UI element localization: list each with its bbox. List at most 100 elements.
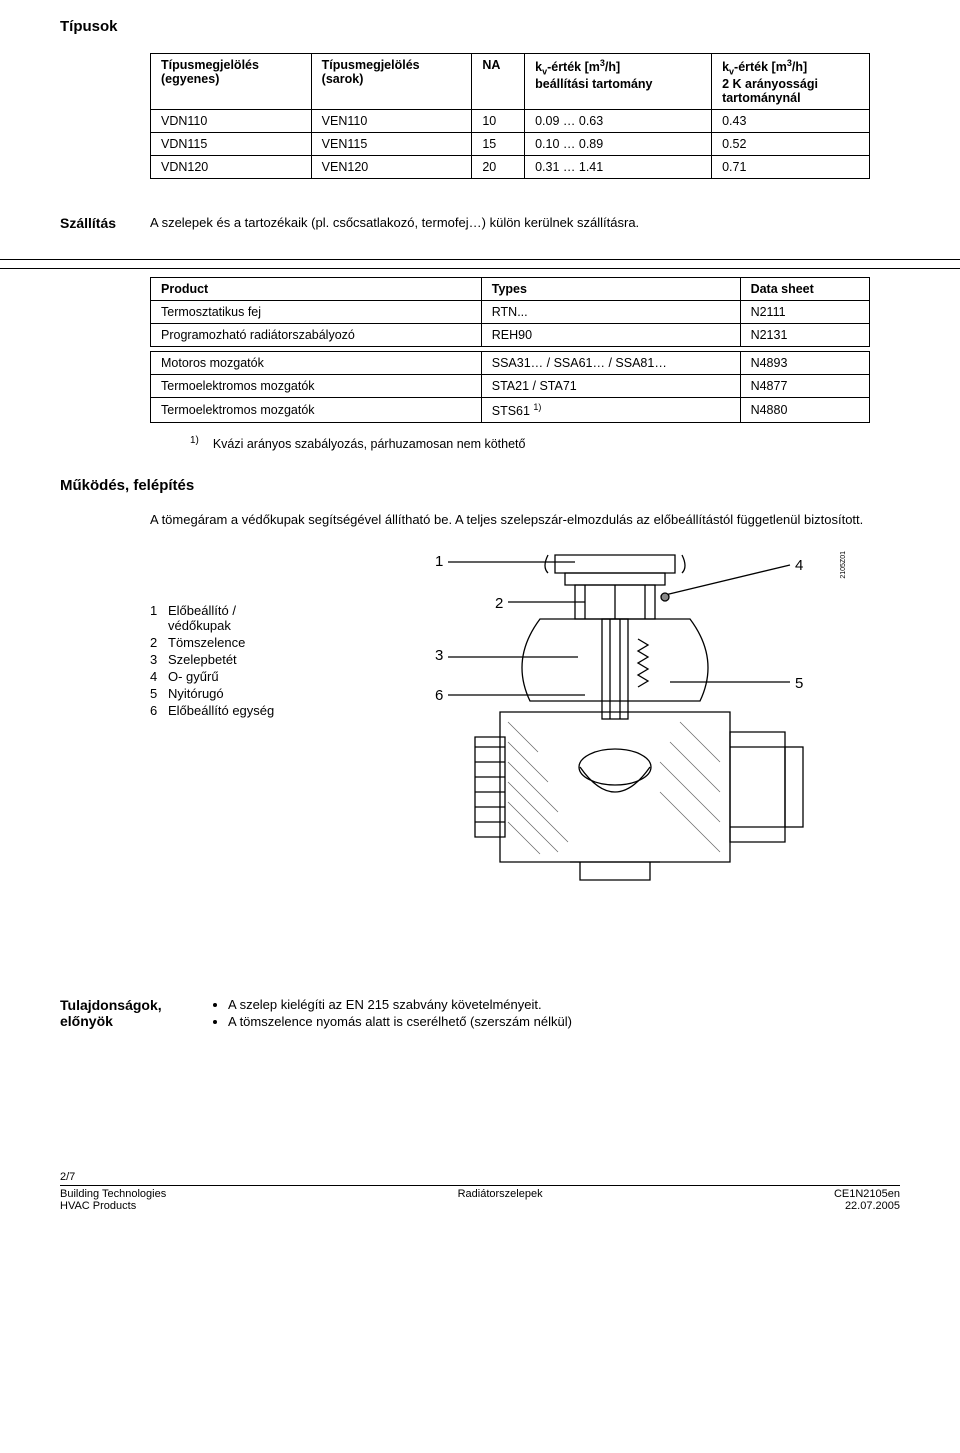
- cell: N4880: [740, 397, 869, 422]
- th-text: -érték [m: [734, 60, 787, 74]
- callout-1: 1: [435, 553, 443, 570]
- cell: 0.10 … 0.89: [525, 132, 712, 155]
- bullet: A tömszelence nyomás alatt is cserélhető…: [228, 1014, 900, 1029]
- th-text: Típusmegjelölés: [161, 58, 259, 72]
- legend-text: Előbeállító /védőkupak: [168, 603, 236, 633]
- cell: REH90: [481, 323, 740, 346]
- cell: STS61 1): [481, 397, 740, 422]
- types-header-col2: Típusmegjelölés (sarok): [311, 54, 472, 110]
- th-text: 2 K arányossági: [722, 77, 818, 91]
- cell-text: STS61: [492, 404, 534, 418]
- legend-text: O- gyűrű: [168, 669, 219, 684]
- footer-r2: 22.07.2005: [834, 1200, 900, 1212]
- cell: N4893: [740, 351, 869, 374]
- cell: 0.71: [712, 155, 870, 178]
- types-header-col1: Típusmegjelölés (egyenes): [151, 54, 312, 110]
- legend-num: 2: [150, 635, 168, 650]
- cell: 0.31 … 1.41: [525, 155, 712, 178]
- cell: N4877: [740, 374, 869, 397]
- product-table-2: Motoros mozgatók SSA31… / SSA61… / SSA81…: [150, 351, 870, 423]
- cell: 15: [472, 132, 525, 155]
- tulajdonsagok-body: A szelep kielégíti az EN 215 szabvány kö…: [210, 997, 900, 1031]
- product-table-1: Product Types Data sheet Termosztatikus …: [150, 277, 870, 347]
- th: Data sheet: [740, 277, 869, 300]
- cell: 0.43: [712, 109, 870, 132]
- types-table: Típusmegjelölés (egyenes) Típusmegjelölé…: [150, 53, 870, 179]
- legend-text: Nyitórugó: [168, 686, 224, 701]
- cell: 0.09 … 0.63: [525, 109, 712, 132]
- cell: N2111: [740, 300, 869, 323]
- footer-pageno: 2/7: [60, 1171, 900, 1183]
- table-row: Programozható radiátorszabályozó REH90 N…: [151, 323, 870, 346]
- valve-svg: [380, 547, 860, 917]
- tulajdonsagok-label: Tulajdonságok,előnyök: [60, 997, 210, 1031]
- cell: STA21 / STA71: [481, 374, 740, 397]
- cell: N2131: [740, 323, 869, 346]
- cell: VEN120: [311, 155, 472, 178]
- cell: VDN115: [151, 132, 312, 155]
- mukodes-text: A tömegáram a védőkupak segítségével áll…: [150, 512, 870, 527]
- footnote-text: Kvázi arányos szabályozás, párhuzamosan …: [213, 437, 526, 451]
- table-row: Motoros mozgatók SSA31… / SSA61… / SSA81…: [151, 351, 870, 374]
- table-row: VDN110 VEN110 10 0.09 … 0.63 0.43: [151, 109, 870, 132]
- th-text: /h]: [792, 60, 807, 74]
- table-row: VDN115 VEN115 15 0.10 … 0.89 0.52: [151, 132, 870, 155]
- th-text: tartománynál: [722, 91, 801, 105]
- th-text: (egyenes): [161, 72, 219, 86]
- types-header-col5: kv-érték [m3/h] 2 K arányossági tartomán…: [712, 54, 870, 110]
- footer: 2/7 Building Technologies HVAC Products …: [60, 1171, 900, 1212]
- th-text: NA: [482, 58, 500, 72]
- types-header-col4: kv-érték [m3/h] beállítási tartomány: [525, 54, 712, 110]
- footnote-sup: 1): [190, 435, 199, 446]
- callout-4: 4: [795, 557, 803, 574]
- footnote: 1) Kvázi arányos szabályozás, párhuzamos…: [190, 435, 900, 451]
- cell: Termosztatikus fej: [151, 300, 482, 323]
- cell: 10: [472, 109, 525, 132]
- legend-num: 4: [150, 669, 168, 684]
- figure-ref: 2105Z01: [840, 551, 847, 579]
- cell: Motoros mozgatók: [151, 351, 482, 374]
- th: Types: [481, 277, 740, 300]
- szallitas-text: A szelepek és a tartozékaik (pl. csőcsat…: [150, 215, 900, 231]
- cell: Programozható radiátorszabályozó: [151, 323, 482, 346]
- th-text: k: [722, 60, 729, 74]
- divider: [0, 268, 960, 269]
- legend-num: 6: [150, 703, 168, 718]
- legend-num: 5: [150, 686, 168, 701]
- cell: Termoelektromos mozgatók: [151, 374, 482, 397]
- table-row: VDN120 VEN120 20 0.31 … 1.41 0.71: [151, 155, 870, 178]
- szallitas-label: Szállítás: [60, 215, 150, 231]
- footer-l2: HVAC Products: [60, 1200, 166, 1212]
- cell-sup: 1): [533, 402, 541, 412]
- legend-num: 3: [150, 652, 168, 667]
- cell: VDN120: [151, 155, 312, 178]
- cell: 0.52: [712, 132, 870, 155]
- cell: SSA31… / SSA61… / SSA81…: [481, 351, 740, 374]
- cell: 20: [472, 155, 525, 178]
- legend: 1Előbeállító /védőkupak 2Tömszelence 3Sz…: [150, 547, 380, 720]
- callout-5: 5: [795, 675, 803, 692]
- callout-3: 3: [435, 647, 443, 664]
- th-text: beállítási tartomány: [535, 77, 652, 91]
- th-text: -érték [m: [547, 60, 600, 74]
- valve-diagram: 1 2 3 4 5 6 2105Z01: [380, 547, 900, 927]
- divider: [0, 259, 960, 260]
- th-text: (sarok): [322, 72, 364, 86]
- bullet: A szelep kielégíti az EN 215 szabvány kö…: [228, 997, 900, 1012]
- legend-text: Előbeállító egység: [168, 703, 274, 718]
- cell: RTN...: [481, 300, 740, 323]
- th: Product: [151, 277, 482, 300]
- callout-6: 6: [435, 687, 443, 704]
- legend-num: 1: [150, 603, 168, 633]
- table-row: Termosztatikus fej RTN... N2111: [151, 300, 870, 323]
- cell: VEN110: [311, 109, 472, 132]
- footer-c1: Radiátorszelepek: [458, 1188, 543, 1200]
- th-text: Típusmegjelölés: [322, 58, 420, 72]
- types-header-col3: NA: [472, 54, 525, 110]
- section-title-types: Típusok: [60, 18, 900, 35]
- section-title-mukodes: Működés, felépítés: [60, 477, 900, 494]
- footer-r1: CE1N2105en: [834, 1188, 900, 1200]
- legend-text: Tömszelence: [168, 635, 245, 650]
- table-row: Termoelektromos mozgatók STA21 / STA71 N…: [151, 374, 870, 397]
- th-text: /h]: [605, 60, 620, 74]
